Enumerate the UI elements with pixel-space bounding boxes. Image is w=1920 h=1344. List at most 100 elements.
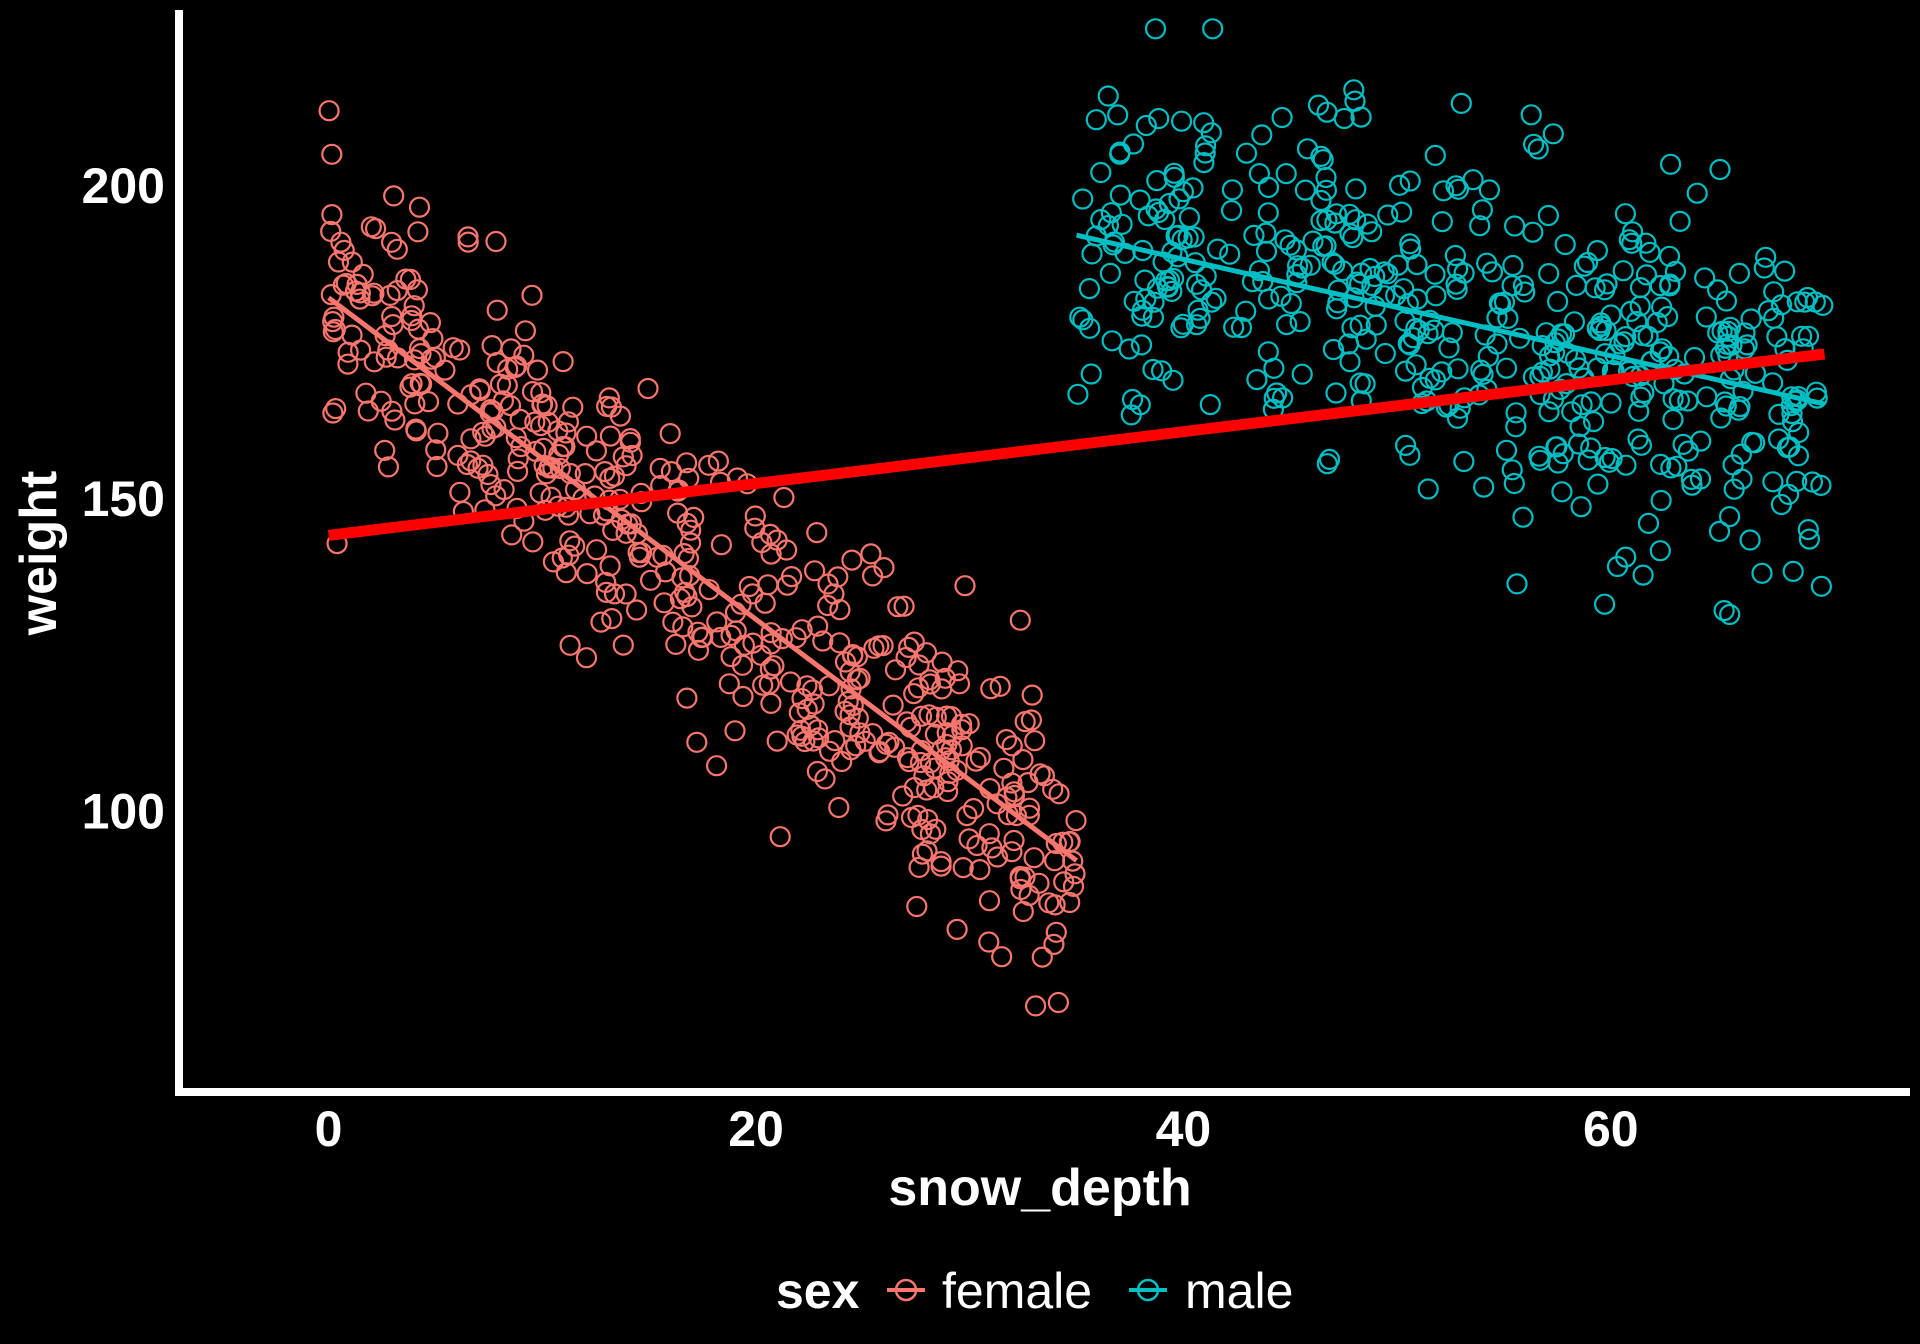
male-point (1722, 454, 1744, 476)
female-point (791, 687, 813, 710)
male-point (1275, 163, 1297, 185)
female-point (841, 549, 863, 571)
female-point (934, 667, 956, 689)
male-point (1709, 158, 1731, 181)
female-point (1024, 730, 1046, 752)
female-point (514, 320, 537, 342)
female-point (907, 804, 929, 827)
male-point (1681, 474, 1703, 496)
female-point (537, 411, 559, 433)
female-point (750, 644, 772, 666)
male-point (1686, 182, 1708, 204)
female-point (590, 611, 612, 633)
male-point (1323, 253, 1346, 275)
male-point (1144, 18, 1167, 40)
male-point (1497, 307, 1519, 329)
male-point (1446, 407, 1469, 429)
male-point (1356, 213, 1379, 235)
male-point (1271, 106, 1293, 129)
male-point (1649, 453, 1672, 475)
female-point (422, 328, 444, 350)
female-point (557, 411, 580, 433)
male-point (1650, 296, 1673, 318)
male-point (1223, 316, 1245, 338)
male-point (1321, 251, 1343, 273)
male-point (1090, 161, 1112, 184)
male-point (1193, 152, 1215, 174)
female-point (842, 643, 864, 666)
female-point (559, 530, 581, 552)
female-point (365, 218, 387, 240)
male-point (1801, 471, 1824, 493)
female-point (780, 565, 803, 588)
male-point (1469, 215, 1491, 237)
male-point (1431, 211, 1453, 233)
female-point (907, 677, 930, 699)
male-point (1782, 560, 1804, 583)
male-point (1721, 334, 1743, 356)
female-point (834, 700, 856, 722)
female-point (919, 673, 942, 695)
female-point (457, 231, 479, 253)
female-point (322, 402, 344, 424)
male-point (1251, 124, 1273, 146)
male-point (1547, 452, 1569, 474)
female-point (375, 346, 397, 368)
male-point (1495, 439, 1518, 461)
female-point (705, 755, 728, 777)
male-point (1289, 311, 1311, 333)
female-point (381, 305, 403, 328)
male-trend-line (1076, 232, 1826, 407)
male-point (1563, 311, 1586, 333)
female-point (612, 446, 634, 468)
female-point (680, 519, 702, 541)
female-point (884, 659, 907, 681)
male-point (1646, 311, 1668, 334)
male-point (1263, 357, 1285, 379)
male-point (1669, 210, 1691, 232)
male-point (1601, 448, 1623, 470)
male-point (1637, 512, 1660, 535)
female-point (403, 295, 425, 317)
male-point (1090, 209, 1112, 231)
male-point (1633, 381, 1655, 404)
female-point (875, 733, 898, 755)
male-point (1318, 448, 1341, 470)
female-point (497, 358, 519, 380)
female-point (337, 341, 359, 363)
male-point (1770, 493, 1793, 516)
male-point (1727, 399, 1750, 421)
female-point (831, 750, 853, 773)
male-point (1142, 306, 1165, 329)
female-point (930, 855, 952, 877)
female-point (763, 655, 785, 677)
female-point (659, 423, 681, 445)
female-point (576, 562, 598, 585)
male-point (1137, 205, 1159, 227)
female-point (1010, 878, 1032, 901)
male-point (1155, 270, 1177, 292)
female-point (1024, 995, 1047, 1017)
male-point (1796, 286, 1819, 309)
female-point (379, 284, 401, 306)
female-point (1001, 735, 1023, 757)
male-point (1696, 386, 1718, 408)
female-point (744, 505, 766, 527)
female-point (887, 596, 909, 618)
female-point (954, 575, 976, 597)
female-point (906, 895, 928, 918)
female-point (915, 642, 938, 664)
female-point (1005, 804, 1028, 827)
female-point (893, 595, 915, 617)
male-point (1537, 204, 1560, 227)
male-point (1130, 334, 1153, 356)
male-point (1345, 178, 1367, 200)
male-point (1695, 306, 1717, 328)
male-point (1316, 209, 1338, 231)
female-point (384, 409, 406, 431)
female-point (486, 299, 508, 321)
female-point (686, 731, 708, 753)
male-point (1302, 230, 1324, 252)
male-point (1680, 468, 1703, 490)
male-point (1477, 345, 1499, 367)
